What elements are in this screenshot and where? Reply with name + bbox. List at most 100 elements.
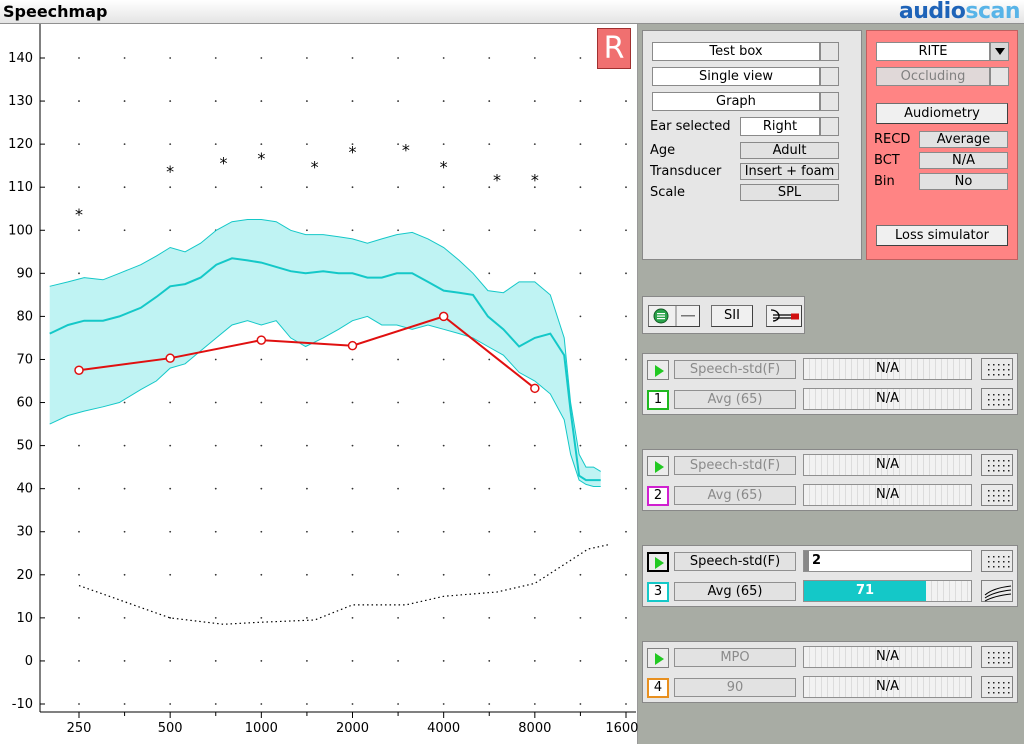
grid-dot	[488, 616, 491, 619]
play-test-1-button[interactable]	[647, 360, 669, 380]
play-test-3-button[interactable]	[647, 552, 669, 572]
audiometry-button[interactable]: Audiometry	[876, 103, 1008, 124]
grid-dot	[214, 487, 217, 490]
grid-dot	[306, 229, 308, 232]
recd-field[interactable]: Average	[919, 131, 1008, 148]
threshold-marker	[165, 353, 175, 363]
test-2-number[interactable]: 2	[647, 486, 669, 506]
level-select-2[interactable]: Avg (65)	[674, 486, 796, 505]
level-select-1[interactable]: Avg (65)	[674, 390, 796, 409]
probe-button[interactable]	[766, 305, 802, 327]
dots-grid-icon	[988, 556, 1010, 568]
test-3-curve-button[interactable]	[981, 580, 1013, 602]
grid-dot	[488, 487, 491, 490]
grid-dot	[625, 100, 627, 102]
grid-dot	[169, 703, 172, 705]
grid-dot	[351, 401, 354, 404]
ear-selected-field[interactable]: Right	[740, 117, 820, 136]
play-test-4-button[interactable]	[647, 648, 669, 668]
grid-dot	[214, 143, 217, 146]
scale-field[interactable]: SPL	[740, 184, 839, 201]
grid-dot	[78, 100, 80, 102]
test-panel-3: Speech-std(F) 2 3 Avg (65) 71	[642, 545, 1018, 607]
grid-dot	[488, 57, 491, 59]
test-1-options-button[interactable]	[981, 358, 1013, 380]
y-tick-label: 70	[16, 352, 33, 367]
grid-dot	[169, 229, 172, 232]
grid-dot	[351, 487, 354, 490]
view-select[interactable]: Single view	[652, 67, 820, 86]
grid-dot	[214, 703, 217, 705]
mode-select[interactable]: Test box	[652, 42, 820, 61]
stimulus-select-2[interactable]: Speech-std(F)	[674, 456, 796, 475]
play-icon	[655, 461, 664, 473]
test-4-options-button[interactable]	[981, 646, 1013, 668]
grid-dot	[397, 660, 399, 662]
grid-dot	[123, 703, 126, 705]
grid-dot	[488, 186, 491, 189]
stimulus-select-1[interactable]: Speech-std(F)	[674, 360, 796, 379]
grid-dot	[214, 57, 217, 59]
threshold-marker	[438, 311, 449, 322]
display-select[interactable]: Graph	[652, 92, 820, 111]
speechmap-graph[interactable]: -10 0 10 20 30 40 50 60 70 80 90 100 110 120 130 140 250…	[0, 24, 638, 744]
grid-dot	[579, 444, 582, 447]
transducer-field[interactable]: Insert + foam	[740, 163, 839, 180]
stimulus-select-3[interactable]: Speech-std(F)	[674, 552, 796, 571]
bin-field[interactable]: No	[919, 173, 1008, 190]
list-icon	[653, 306, 695, 326]
ear-selected-button[interactable]	[820, 117, 839, 136]
age-field[interactable]: Adult	[740, 142, 839, 159]
grid-dot	[533, 487, 536, 490]
grid-dot	[625, 530, 627, 533]
grid-dot	[78, 660, 80, 662]
view-select-button[interactable]	[820, 67, 839, 86]
style-select[interactable]: RITE	[876, 42, 990, 61]
test-3-options-button[interactable]	[981, 550, 1013, 572]
grid-dot	[579, 573, 582, 576]
occluding-select: Occluding	[876, 67, 990, 86]
grid-dot	[351, 530, 354, 533]
level-select-4[interactable]: 90	[674, 678, 796, 697]
grid-dot	[579, 358, 582, 361]
mode-select-button[interactable]	[820, 42, 839, 61]
grid-dot	[169, 573, 172, 576]
loss-simulator-button[interactable]: Loss simulator	[876, 225, 1008, 246]
grid-dot	[260, 401, 263, 404]
grid-dot	[306, 186, 308, 189]
scale-label: Scale	[650, 185, 685, 200]
test-3-number[interactable]: 3	[647, 582, 669, 602]
play-test-2-button[interactable]	[647, 456, 669, 476]
list-toggle-button[interactable]	[648, 305, 700, 327]
grid-dot	[214, 100, 217, 102]
test-2-top-result: N/A	[803, 454, 972, 476]
bct-field[interactable]: N/A	[919, 152, 1008, 169]
test-2-curve-button[interactable]	[981, 484, 1013, 506]
grid-dot	[579, 401, 582, 404]
y-tick-label: 80	[16, 309, 33, 324]
display-select-button[interactable]	[820, 92, 839, 111]
grid-dot	[533, 703, 536, 705]
grid-dot	[169, 616, 172, 619]
grid-dot	[625, 573, 627, 576]
grid-dot	[306, 573, 308, 576]
ear-badge-right[interactable]: R	[597, 28, 631, 69]
grid-dot	[488, 573, 491, 576]
level-select-3[interactable]: Avg (65)	[674, 582, 796, 601]
test-panel-4: MPO N/A 4 90 N/A	[642, 641, 1018, 703]
logo-audio: audio	[898, 0, 966, 24]
test-4-number[interactable]: 4	[647, 678, 669, 698]
x-tick-label: 1000	[245, 721, 278, 736]
grid-dot	[78, 186, 80, 189]
test-1-number[interactable]: 1	[647, 390, 669, 410]
test-1-curve-button[interactable]	[981, 388, 1013, 410]
grid-dot	[169, 487, 172, 490]
test-4-curve-button[interactable]	[981, 676, 1013, 698]
sii-button[interactable]: SII	[711, 305, 753, 327]
test-2-options-button[interactable]	[981, 454, 1013, 476]
grid-dot	[260, 444, 263, 447]
grid-dot	[123, 616, 126, 619]
y-tick-label: 0	[25, 654, 33, 669]
stimulus-select-4[interactable]: MPO	[674, 648, 796, 667]
style-dropdown-button[interactable]	[990, 42, 1009, 61]
